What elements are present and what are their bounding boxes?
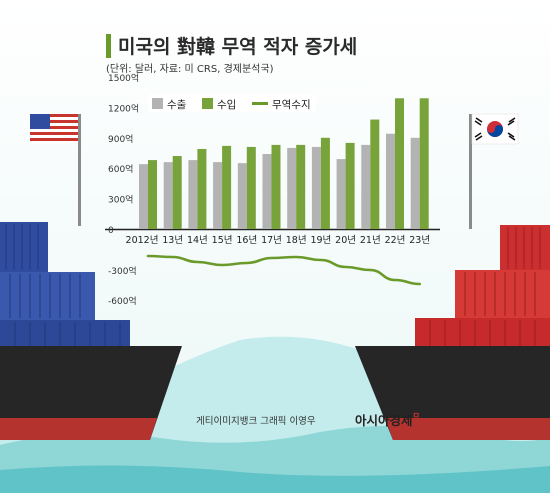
y-tick-label: 1200억 — [108, 102, 139, 114]
line-balance — [146, 254, 421, 286]
x-tick-label: 17년 — [261, 235, 282, 246]
bar-import — [148, 160, 157, 229]
y-tick-label: 300억 — [108, 194, 133, 206]
y-tick-label: 600억 — [108, 163, 133, 175]
bar-import — [296, 144, 306, 229]
x-tick-label: 23년 — [409, 235, 430, 246]
bar-export — [262, 154, 272, 229]
x-tick-label: 21년 — [360, 235, 381, 246]
bar-export — [188, 160, 198, 229]
x-tick-label: 18년 — [286, 235, 307, 246]
bar-import — [222, 145, 232, 229]
image-credit: 게티이미지뱅크 그래픽 이영우 — [196, 416, 316, 427]
bar-import — [246, 146, 256, 229]
y-tick-label: 900억 — [108, 133, 133, 145]
chart-subtitle: (단위: 달러, 자료: 미 CRS, 경제분석국) — [106, 64, 274, 75]
brand-name: 아시아경제 — [355, 413, 413, 428]
legend-label-import: 수입 — [217, 98, 236, 111]
bar-import — [419, 98, 429, 229]
y-tick-label: -600억 — [108, 295, 137, 307]
bar-import — [271, 144, 281, 229]
kr-ship — [355, 346, 550, 440]
y-tick-label: 0 — [108, 226, 114, 236]
legend-swatch-import — [202, 98, 213, 109]
bar-import — [370, 119, 380, 229]
x-tick-label: 16년 — [236, 235, 257, 246]
us-ship — [0, 346, 182, 440]
y-tick-label: -300억 — [108, 265, 137, 277]
bar-export — [213, 162, 223, 229]
bar-import — [197, 148, 207, 229]
bar-export — [139, 164, 148, 229]
legend-label-balance: 무역수지 — [272, 99, 311, 111]
bar-export — [410, 137, 420, 229]
bar-export — [386, 133, 395, 229]
us-flag — [30, 114, 81, 226]
bar-import — [172, 156, 182, 229]
legend-background — [148, 94, 316, 112]
chart-title: 미국의 對韓 무역 적자 증가세 — [118, 36, 358, 58]
bar-export — [311, 146, 321, 229]
title-accent-bar — [106, 34, 111, 58]
bar-export — [237, 163, 247, 229]
bar-export — [287, 147, 297, 229]
bar-import — [345, 142, 355, 229]
kr-flag — [469, 113, 519, 229]
bar-export — [361, 144, 371, 229]
bar-import — [320, 137, 330, 229]
x-tick-label: 14년 — [187, 235, 208, 246]
brand-logo: 아시아경제ㅁ — [355, 410, 420, 429]
x-tick-label: 20년 — [335, 235, 356, 246]
x-tick-label: 13년 — [162, 235, 183, 246]
x-tick-label: 2012년 — [126, 235, 159, 246]
bar-export — [336, 159, 346, 229]
trade-chart: 1500억 1200억 900억 600억 300억 0 -300억 -600억 2012년 13… — [105, 72, 440, 307]
legend-swatch-export — [152, 98, 163, 109]
bar-import — [395, 98, 404, 229]
x-tick-label: 19년 — [310, 235, 331, 246]
x-tick-label: 22년 — [385, 235, 406, 246]
legend-label-export: 수출 — [167, 99, 187, 111]
x-tick-label: 15년 — [212, 235, 233, 246]
bar-export — [163, 162, 173, 229]
brand-mark: ㅁ — [412, 411, 420, 420]
us-containers — [0, 222, 130, 358]
y-tick-label: 1500억 — [108, 72, 139, 84]
